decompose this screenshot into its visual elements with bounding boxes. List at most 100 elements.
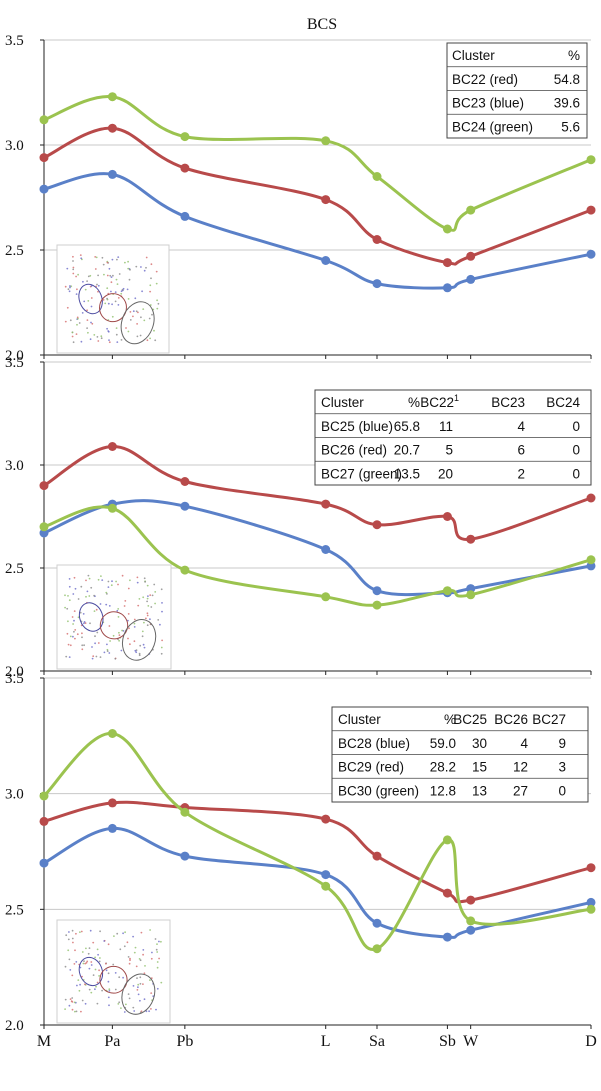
data-point [372, 235, 382, 244]
y-tick-label: 2.0 [5, 348, 24, 364]
data-point [180, 565, 190, 575]
legend-cell: BC22 (red) [452, 72, 518, 87]
legend-cell: 65.8 [394, 419, 420, 434]
data-point [39, 528, 49, 538]
data-point [180, 501, 190, 511]
legend-cell: 2 [517, 466, 525, 481]
chart-panel-2: 2.0 2.5 3.0 3.5 Cluster% BC221 BC23 BC24 BC25 (b… [5, 355, 596, 680]
data-point [586, 155, 596, 165]
legend-cell: BC28 (blue) [338, 736, 410, 751]
data-point [180, 132, 190, 142]
legend-cell: BC25 (blue) [321, 419, 393, 434]
legend-table: Cluster% BC221 BC23 BC24 BC25 (blue) 65.8 11 4 0… [314, 389, 592, 486]
y-tick-label: 3.0 [5, 787, 24, 803]
legend-cell: 5.6 [561, 119, 580, 134]
data-point [321, 195, 331, 205]
data-point [442, 586, 452, 596]
legend-cell: 59.0 [430, 736, 456, 751]
data-point [442, 224, 452, 234]
series-bc27 [39, 503, 596, 610]
legend-cell: 4 [517, 419, 525, 434]
legend-header-cell: BC27 [532, 712, 566, 727]
legend-cell: 12 [513, 760, 528, 775]
legend-cell: 15 [472, 760, 487, 775]
legend-cell: 3 [558, 760, 566, 775]
data-point [466, 534, 476, 544]
data-point [372, 172, 382, 181]
data-point [321, 545, 331, 554]
legend-header-cell: BC26 [494, 712, 528, 727]
y-tick-label: 2.5 [5, 243, 24, 259]
legend-cell: BC30 (green) [338, 783, 419, 798]
legend-header-cell: % [444, 712, 456, 727]
data-point [107, 823, 117, 833]
legend-cell: 28.2 [430, 760, 456, 775]
data-point [466, 916, 476, 926]
x-tick-label: W [463, 1033, 479, 1050]
legend-header-cell: Cluster [452, 48, 495, 63]
legend-cell: BC27 (green) [321, 466, 402, 481]
data-point [442, 888, 452, 898]
data-point [372, 586, 382, 596]
data-point [39, 858, 49, 868]
series-bc28 [39, 823, 596, 942]
x-tick-label: Sb [439, 1033, 456, 1050]
legend-cell: 9 [558, 736, 566, 751]
legend-header-cell: Cluster [321, 395, 364, 410]
legend-header-cell: BC23 [491, 395, 525, 410]
legend-cell: 12.8 [430, 783, 456, 798]
x-tick-label: L [321, 1033, 331, 1050]
y-tick-label: 3.5 [5, 355, 24, 371]
legend-cell: 6 [517, 443, 525, 458]
legend-cell: 27 [513, 783, 528, 798]
data-point [586, 863, 596, 873]
series-bc22 [39, 123, 596, 268]
legend-cell: 0 [558, 783, 566, 798]
data-point [466, 274, 476, 284]
legend-header-superscript: 1 [454, 393, 459, 403]
legend-cell: 0 [572, 419, 580, 434]
data-point [321, 870, 331, 880]
data-point [39, 184, 49, 194]
legend-cell: 0 [572, 443, 580, 458]
legend-header-cell: BC25 [453, 712, 487, 727]
data-point [586, 205, 596, 215]
chart-title: BCS [307, 16, 337, 33]
chart-panel-1: BCS 2.0 2.5 3.0 3.5 Cluster % BC22 (red) 54.8 BC2… [5, 16, 596, 364]
data-point [180, 477, 190, 486]
data-point [466, 590, 476, 600]
series-bc30 [39, 729, 596, 954]
data-point [321, 136, 331, 146]
chart-panel-3: 2.0 2.5 3.0 3.5 Cluster %BC25 BC26 BC27 BC28 (bl… [5, 671, 597, 1050]
data-point [321, 592, 331, 602]
data-point [586, 555, 596, 565]
data-point [466, 205, 476, 215]
data-point [466, 925, 476, 935]
series-line [43, 800, 592, 904]
series-bc24 [39, 92, 596, 234]
y-tick-label: 3.0 [5, 458, 24, 474]
legend-header-cell: BC221 [420, 393, 459, 410]
legend-cell: BC26 (red) [321, 443, 387, 458]
legend-header-cell: % [408, 395, 420, 410]
data-point [107, 92, 117, 102]
legend-cell: 4 [520, 736, 528, 751]
data-point [586, 493, 596, 503]
x-tick-label: M [37, 1033, 51, 1050]
data-point [39, 153, 49, 163]
data-point [442, 512, 452, 521]
legend-cell: 54.8 [554, 72, 580, 87]
data-point [466, 584, 476, 594]
legend-cell: 0 [572, 466, 580, 481]
x-tick-label: Pa [104, 1033, 120, 1050]
legend-table: Cluster % BC22 (red) 54.8 BC23 (blue) 39.6 BC2… [446, 42, 588, 139]
data-point [39, 791, 49, 801]
data-point [372, 851, 382, 861]
data-point [180, 211, 190, 221]
data-point [321, 499, 331, 509]
data-point [586, 904, 596, 914]
y-tick-label: 2.5 [5, 561, 24, 577]
data-point [39, 816, 49, 826]
